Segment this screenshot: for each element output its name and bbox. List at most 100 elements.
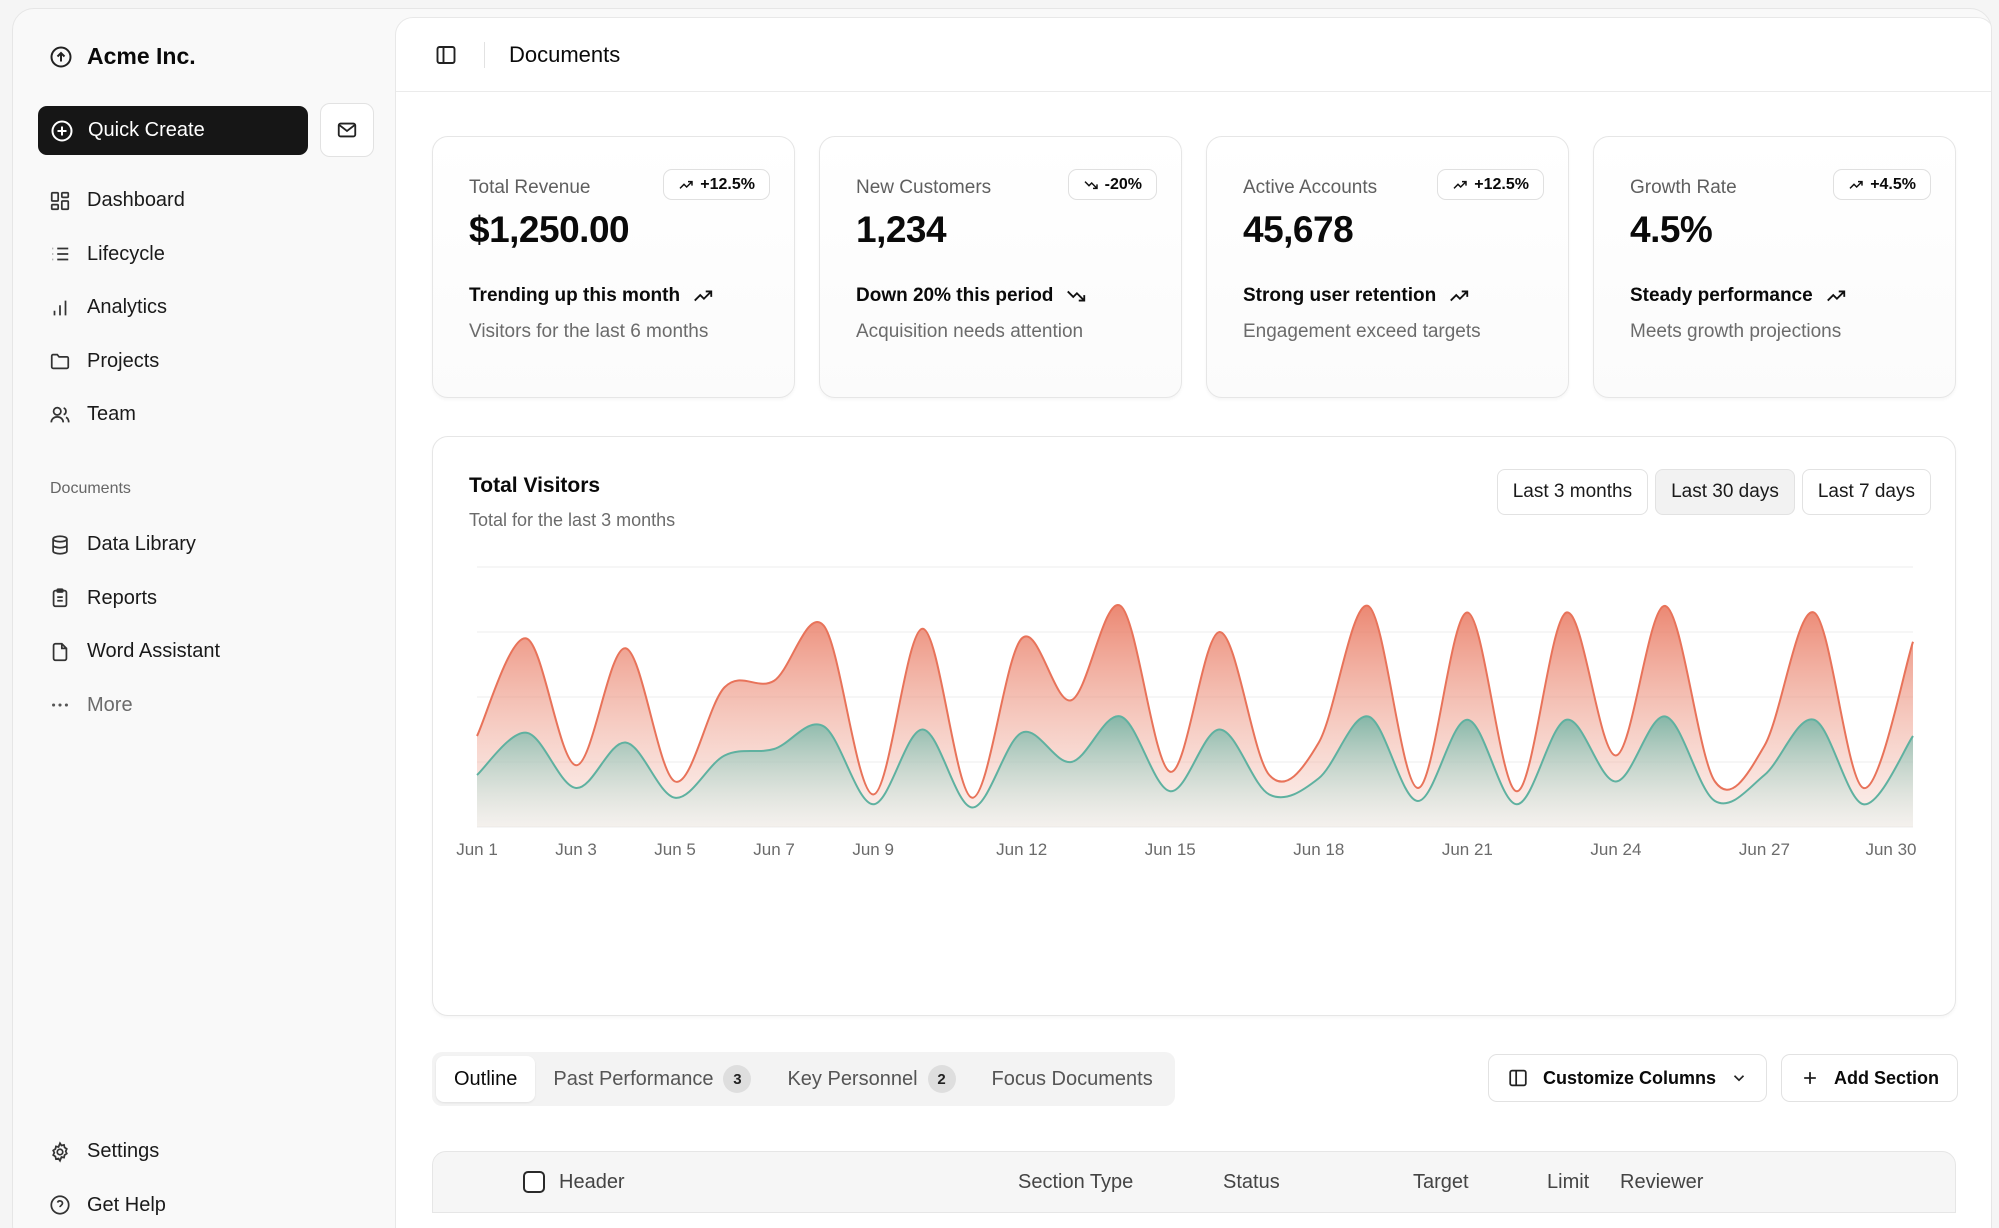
tab-label: Past Performance: [553, 1067, 714, 1090]
inbox-button[interactable]: [320, 103, 374, 157]
range-last-7-days[interactable]: Last 7 days: [1801, 469, 1931, 515]
chevron-down-icon: [1733, 1075, 1745, 1082]
main-panel: Documents Total Revenue $1,250.00 +12.5%…: [395, 17, 1991, 1228]
sidebar-toggle-icon[interactable]: [434, 43, 458, 67]
nav-label: Reports: [87, 586, 158, 609]
column-header-section-type[interactable]: Section Type: [1018, 1171, 1134, 1193]
nav-label: Get Help: [87, 1193, 166, 1216]
column-header-limit[interactable]: Limit: [1547, 1171, 1590, 1193]
tab-count-badge: 2: [927, 1065, 956, 1093]
documents-group-label: Documents: [50, 480, 131, 497]
tab-outline[interactable]: Outline: [436, 1056, 536, 1102]
nav-label: Word Assistant: [87, 640, 221, 663]
metric-label: Active Accounts: [1243, 177, 1378, 198]
customize-columns-button[interactable]: Customize Columns: [1487, 1054, 1767, 1102]
x-tick-label: Jun 3: [555, 840, 597, 859]
table-actions: Customize Columns Add Section: [1487, 1054, 1958, 1102]
visitors-area-chart: Jun 1 Jun 3 Jun 5 Jun 7 Jun 9 Jun 12 Jun 15 Jun…: [456, 566, 1917, 859]
trend-line: Strong user retention: [1243, 285, 1532, 307]
metric-label: New Customers: [856, 177, 992, 198]
x-tick-label: Jun 9: [852, 840, 894, 859]
nav-label: Data Library: [87, 533, 196, 556]
nav-item-data-library[interactable]: Data Library: [49, 518, 369, 572]
trend-badge: +12.5%: [663, 169, 770, 200]
x-tick-label: Jun 27: [1739, 840, 1790, 859]
metric-card-accounts: Active Accounts 45,678 +12.5% Strong use…: [1206, 136, 1569, 398]
metric-value: 1,234: [856, 209, 947, 250]
nav-item-settings[interactable]: Settings: [49, 1125, 369, 1179]
quick-create-row: Quick Create: [38, 103, 374, 157]
trend-text: Down 20% this period: [856, 285, 1054, 306]
series-line-0: [476, 604, 1914, 799]
trending-up-icon: [1849, 180, 1863, 189]
trend-text: Strong user retention: [1243, 285, 1437, 306]
column-header-target[interactable]: Target: [1413, 1171, 1469, 1193]
nav-item-more[interactable]: More: [49, 679, 369, 733]
metric-value: 4.5%: [1630, 209, 1713, 250]
nav-item-get-help[interactable]: Get Help: [49, 1179, 369, 1228]
x-tick-label: Jun 12: [996, 840, 1047, 859]
x-tick-label: Jun 21: [1442, 840, 1493, 859]
nav-item-word-assistant[interactable]: Word Assistant: [49, 625, 369, 679]
metric-card-growth: Growth Rate 4.5% +4.5% Steady performanc…: [1593, 136, 1956, 398]
tab-label: Focus Documents: [991, 1067, 1153, 1090]
users-icon: [49, 404, 71, 426]
nav-item-projects[interactable]: Projects: [49, 335, 369, 389]
trend-line: Down 20% this period: [856, 285, 1145, 307]
ellipsis-icon: [49, 694, 71, 716]
trending-up-icon: [1826, 290, 1845, 302]
page-title: Documents: [509, 41, 621, 67]
plus-circle-icon: [51, 120, 73, 141]
nav-item-analytics[interactable]: Analytics: [49, 281, 369, 335]
badge-text: -20%: [1104, 175, 1142, 193]
tab-key-personnel[interactable]: Key Personnel 2: [769, 1056, 973, 1102]
metric-subtitle: Acquisition needs attention: [856, 321, 1084, 342]
nav-label: Dashboard: [87, 189, 185, 212]
nav-item-lifecycle[interactable]: Lifecycle: [49, 228, 369, 282]
topbar: Documents: [396, 18, 1991, 92]
x-tick-label: Jun 5: [654, 840, 696, 859]
nav-label: Analytics: [87, 296, 168, 319]
tab-focus-documents[interactable]: Focus Documents: [974, 1056, 1171, 1102]
documents-nav: Data Library Reports Word Assistant More: [49, 518, 369, 732]
tab-past-performance[interactable]: Past Performance 3: [535, 1056, 769, 1102]
select-all-checkbox[interactable]: [523, 1171, 545, 1193]
metric-subtitle: Engagement exceed targets: [1243, 321, 1481, 342]
folder-icon: [49, 350, 71, 372]
metric-cards: Total Revenue $1,250.00 +12.5% Trending …: [432, 136, 1956, 398]
file-icon: [49, 641, 71, 663]
add-section-label: Add Section: [1833, 1067, 1939, 1088]
column-header-header[interactable]: Header: [559, 1171, 625, 1193]
range-toggle: Last 3 months Last 30 days Last 7 days: [1496, 469, 1931, 515]
bar-chart-icon: [49, 297, 71, 319]
section-tabs: Outline Past Performance 3 Key Personnel…: [432, 1052, 1175, 1106]
range-last-30-days[interactable]: Last 30 days: [1655, 469, 1795, 515]
visitors-chart-card: Total Visitors Total for the last 3 mont…: [432, 436, 1956, 1016]
brand[interactable]: Acme Inc.: [49, 43, 196, 70]
nav-item-team[interactable]: Team: [49, 388, 369, 442]
primary-nav: Dashboard Lifecycle Analytics Projects T…: [49, 174, 369, 442]
trending-up-icon: [1453, 180, 1468, 189]
column-header-status[interactable]: Status: [1223, 1171, 1280, 1193]
tab-label: Key Personnel: [787, 1067, 918, 1090]
clipboard-icon: [49, 587, 71, 609]
nav-item-reports[interactable]: Reports: [49, 572, 369, 626]
metric-card-customers: New Customers 1,234 -20% Down 20% this p…: [819, 136, 1182, 398]
x-tick-label: Jun 18: [1293, 840, 1344, 859]
trend-line: Trending up this month: [469, 285, 758, 307]
add-section-button[interactable]: Add Section: [1780, 1054, 1958, 1102]
mail-icon: [337, 122, 357, 138]
quick-create-button[interactable]: Quick Create: [38, 106, 308, 155]
trend-text: Steady performance: [1630, 285, 1813, 306]
app-frame: Acme Inc. Quick Create Dashboard Lifecyc…: [12, 8, 1992, 1228]
chart-subtitle: Total for the last 3 months: [469, 510, 676, 530]
column-header-reviewer[interactable]: Reviewer: [1620, 1171, 1704, 1193]
tab-count-badge: 3: [723, 1065, 752, 1093]
nav-label: Team: [87, 403, 136, 426]
columns-icon: [1509, 1069, 1527, 1087]
nav-item-dashboard[interactable]: Dashboard: [49, 174, 369, 228]
table-header-row: Header Section Type Status Target Limit …: [432, 1151, 1956, 1213]
range-last-3-months[interactable]: Last 3 months: [1496, 469, 1649, 515]
help-icon: [49, 1194, 71, 1216]
sidebar: Acme Inc. Quick Create Dashboard Lifecyc…: [13, 9, 393, 1228]
